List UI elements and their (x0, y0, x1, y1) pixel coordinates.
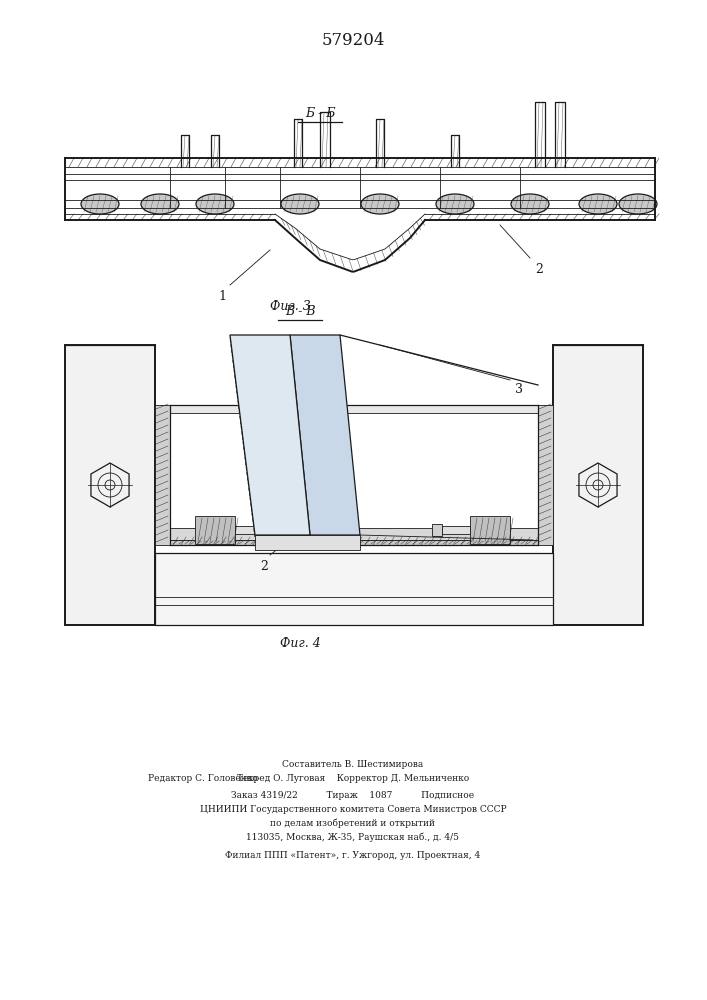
Polygon shape (290, 335, 360, 535)
Text: 579204: 579204 (321, 32, 385, 49)
Ellipse shape (196, 194, 234, 214)
Bar (255, 535, 360, 550)
Bar (538, 405, 553, 545)
Text: В - В: В - В (285, 305, 315, 318)
Bar (65, 345, 155, 625)
Text: ЦНИИПИ Государственного комитета Совета Министров СССР: ЦНИИПИ Государственного комитета Совета … (199, 805, 506, 814)
Text: Б - Б: Б - Б (305, 107, 335, 120)
Bar (235, 526, 263, 534)
Text: 2: 2 (260, 560, 268, 573)
Text: 113035, Москва, Ж-35, Раушская наб., д. 4/5: 113035, Москва, Ж-35, Раушская наб., д. … (247, 832, 460, 842)
Text: по делам изобретений и открытий: по делам изобретений и открытий (271, 818, 436, 828)
Bar (155, 405, 170, 545)
Text: Заказ 4319/22          Тираж    1087          Подписное: Заказ 4319/22 Тираж 1087 Подписное (231, 791, 474, 800)
Bar (170, 540, 538, 545)
Text: Техред О. Луговая    Корректор Д. Мельниченко: Техред О. Луговая Корректор Д. Мельничен… (237, 774, 469, 783)
Text: Редактор С. Головенко: Редактор С. Головенко (148, 774, 258, 783)
Bar (170, 405, 538, 413)
Bar (470, 516, 510, 544)
Bar (553, 345, 643, 625)
Text: 2: 2 (535, 263, 543, 276)
Ellipse shape (436, 194, 474, 214)
Bar (155, 553, 553, 625)
Text: Фиг. 3: Фиг. 3 (269, 300, 310, 313)
Ellipse shape (619, 194, 657, 214)
Text: Фиг. 4: Фиг. 4 (280, 637, 320, 650)
Text: 3: 3 (515, 383, 523, 396)
Bar (432, 524, 442, 536)
Text: Составитель В. Шестимирова: Составитель В. Шестимирова (282, 760, 423, 769)
Ellipse shape (281, 194, 319, 214)
Ellipse shape (511, 194, 549, 214)
Bar (195, 516, 235, 544)
Bar (263, 524, 273, 536)
Text: Филиал ППП «Патент», г. Ужгород, ул. Проектная, 4: Филиал ППП «Патент», г. Ужгород, ул. Про… (226, 851, 481, 860)
Polygon shape (230, 335, 310, 535)
Bar (170, 528, 538, 540)
Bar (170, 537, 538, 545)
Ellipse shape (141, 194, 179, 214)
Ellipse shape (361, 194, 399, 214)
Ellipse shape (81, 194, 119, 214)
Bar (442, 526, 470, 534)
Ellipse shape (579, 194, 617, 214)
Text: 1: 1 (218, 290, 226, 303)
